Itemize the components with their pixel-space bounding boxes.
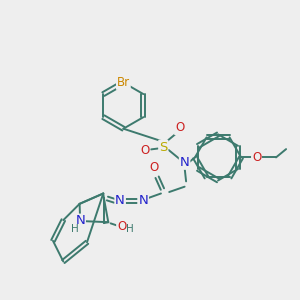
Text: N: N — [138, 194, 148, 207]
Text: H: H — [71, 224, 79, 234]
Text: N: N — [115, 194, 125, 207]
Text: S: S — [159, 140, 167, 154]
Text: N: N — [180, 156, 190, 169]
Text: O: O — [140, 143, 150, 157]
Text: H: H — [126, 224, 134, 234]
Text: O: O — [117, 220, 126, 233]
Text: Br: Br — [117, 76, 130, 89]
Text: N: N — [75, 214, 85, 227]
Text: O: O — [252, 151, 261, 164]
Text: O: O — [149, 161, 159, 174]
Text: O: O — [175, 121, 184, 134]
